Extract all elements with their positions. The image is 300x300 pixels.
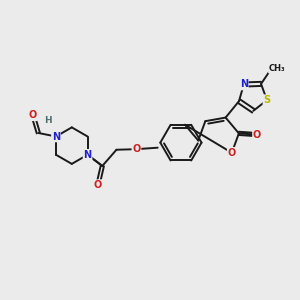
Text: O: O xyxy=(228,148,236,158)
Text: CH₃: CH₃ xyxy=(269,64,285,73)
Text: H: H xyxy=(44,116,52,125)
Text: S: S xyxy=(263,95,271,105)
Text: O: O xyxy=(94,180,102,190)
Text: N: N xyxy=(83,150,92,160)
Text: O: O xyxy=(29,110,37,120)
Text: O: O xyxy=(132,144,141,154)
Text: N: N xyxy=(240,80,248,89)
Text: N: N xyxy=(52,131,60,142)
Text: O: O xyxy=(253,130,261,140)
